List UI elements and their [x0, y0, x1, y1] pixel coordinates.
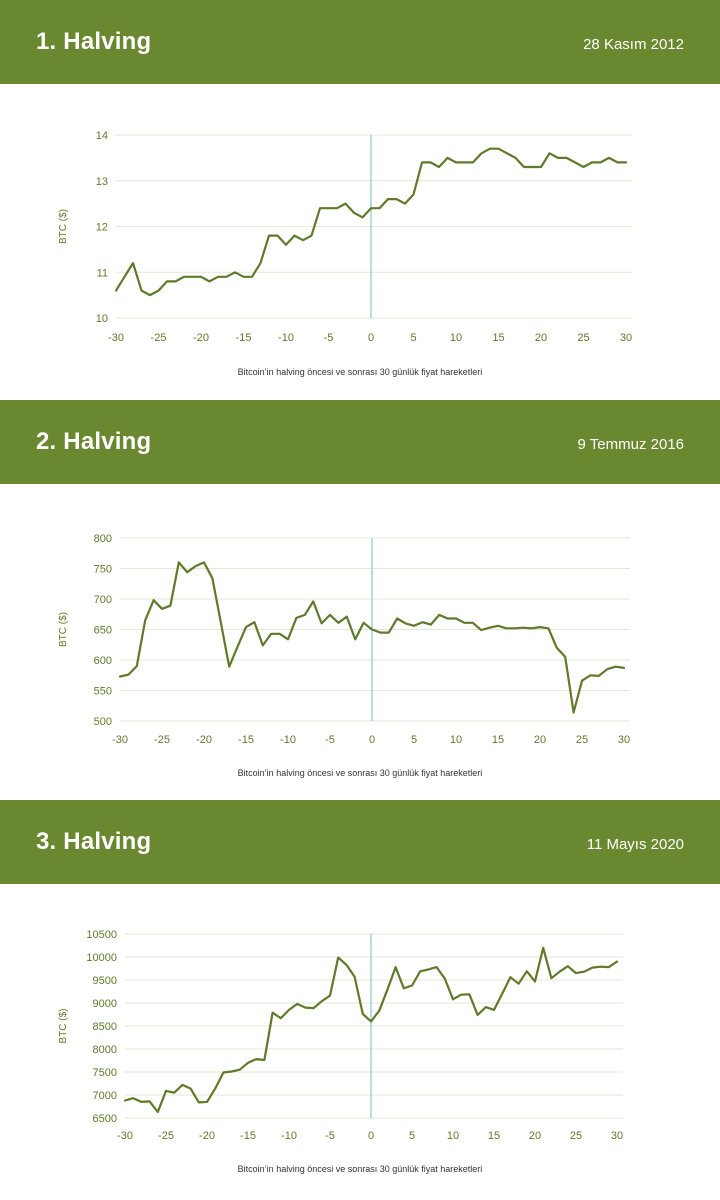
x-tick-label-3-11: 25	[570, 1130, 582, 1142]
x-tick-label-3-2: -20	[199, 1130, 215, 1142]
section-date-2: 9 Temmuz 2016	[577, 436, 684, 453]
x-tick-label-3-7: 5	[409, 1130, 415, 1142]
x-tick-label-1-1: -25	[151, 332, 167, 344]
y-tick-label-1-4: 14	[96, 130, 108, 142]
x-tick-label-3-5: -5	[325, 1130, 335, 1142]
y-tick-label-1-2: 12	[96, 222, 108, 234]
y-tick-label-2-0: 500	[94, 716, 112, 728]
y-tick-label-3-4: 8500	[93, 1021, 117, 1033]
chart-caption-2: Bitcoin’in halving öncesi ve sonrası 30 …	[238, 768, 483, 778]
y-tick-label-2-5: 750	[94, 564, 112, 576]
section-date-1: 28 Kasım 2012	[583, 36, 684, 53]
x-tick-label-3-6: 0	[368, 1130, 374, 1142]
price-series-line-3	[123, 946, 619, 1114]
y-tick-label-3-2: 7500	[93, 1067, 117, 1079]
price-chart-3: Bitcoin’in halving öncesi ve sonrası 30 …	[58, 929, 623, 1174]
x-tick-label-1-0: -30	[108, 332, 124, 344]
x-tick-label-1-7: 5	[410, 332, 416, 344]
price-chart-1: Bitcoin’in halving öncesi ve sonrası 30 …	[58, 130, 632, 377]
x-tick-label-1-5: -5	[324, 332, 334, 344]
x-tick-label-1-4: -10	[278, 332, 294, 344]
x-tick-label-1-3: -15	[236, 332, 252, 344]
x-tick-label-2-8: 10	[450, 734, 462, 746]
x-tick-label-2-12: 30	[618, 734, 630, 746]
x-tick-label-1-10: 20	[535, 332, 547, 344]
x-tick-label-2-4: -10	[280, 734, 296, 746]
y-tick-label-1-0: 10	[96, 313, 108, 325]
y-tick-label-2-4: 700	[94, 594, 112, 606]
y-tick-label-3-5: 9000	[93, 998, 117, 1010]
x-tick-label-3-3: -15	[240, 1130, 256, 1142]
y-axis-label-1: BTC ($)	[58, 209, 69, 244]
section-header-2: 2. Halving 9 Temmuz 2016	[0, 400, 720, 484]
y-tick-label-3-3: 8000	[93, 1044, 117, 1056]
x-tick-label-3-8: 10	[447, 1130, 459, 1142]
price-series-line-1	[114, 147, 628, 297]
y-tick-label-2-1: 550	[94, 686, 112, 698]
x-tick-label-1-6: 0	[368, 332, 374, 344]
x-tick-label-2-7: 5	[411, 734, 417, 746]
x-tick-label-1-12: 30	[620, 332, 632, 344]
x-tick-label-2-10: 20	[534, 734, 546, 746]
x-tick-label-3-10: 20	[529, 1130, 541, 1142]
y-axis-label-2: BTC ($)	[58, 612, 69, 647]
y-tick-label-1-1: 11	[97, 267, 108, 279]
x-tick-label-2-1: -25	[154, 734, 170, 746]
halving-section-2: 2. Halving 9 Temmuz 2016 Bitcoin’in halv…	[0, 400, 720, 800]
x-tick-label-2-5: -5	[325, 734, 335, 746]
x-tick-label-2-11: 25	[576, 734, 588, 746]
y-tick-label-3-7: 10000	[86, 952, 117, 964]
y-tick-label-3-0: 6500	[93, 1113, 117, 1125]
halving-section-1: 1. Halving 28 Kasım 2012 Bitcoin’in halv…	[0, 0, 720, 400]
y-tick-label-3-6: 9500	[93, 975, 117, 987]
chart-caption-1: Bitcoin’in halving öncesi ve sonrası 30 …	[238, 367, 483, 377]
x-tick-label-3-12: 30	[611, 1130, 623, 1142]
price-series-line-2	[118, 561, 626, 714]
y-tick-label-2-6: 800	[94, 533, 112, 545]
x-tick-label-1-9: 15	[492, 332, 504, 344]
section-header-3: 3. Halving 11 Mayıs 2020	[0, 800, 720, 884]
price-chart-2: Bitcoin’in halving öncesi ve sonrası 30 …	[58, 533, 630, 778]
y-tick-label-2-3: 650	[94, 625, 112, 637]
y-tick-label-3-1: 7000	[93, 1090, 117, 1102]
chart-caption-3: Bitcoin’in halving öncesi ve sonrası 30 …	[238, 1164, 483, 1174]
x-tick-label-3-4: -10	[281, 1130, 297, 1142]
halving-section-3: 3. Halving 11 Mayıs 2020 Bitcoin’in halv…	[0, 800, 720, 1200]
x-tick-label-2-6: 0	[369, 734, 375, 746]
y-tick-label-2-2: 600	[94, 655, 112, 667]
x-tick-label-2-9: 15	[492, 734, 504, 746]
y-axis-label-3: BTC ($)	[58, 1009, 69, 1044]
x-tick-label-1-11: 25	[577, 332, 589, 344]
section-title-1: 1. Halving	[36, 28, 152, 55]
x-tick-label-2-0: -30	[112, 734, 128, 746]
x-tick-label-1-2: -20	[193, 332, 209, 344]
section-date-3: 11 Mayıs 2020	[586, 836, 684, 853]
x-tick-label-2-2: -20	[196, 734, 212, 746]
section-header-1: 1. Halving 28 Kasım 2012	[0, 0, 720, 84]
x-tick-label-2-3: -15	[238, 734, 254, 746]
x-tick-label-3-9: 15	[488, 1130, 500, 1142]
section-title-3: 3. Halving	[36, 828, 152, 855]
x-tick-label-1-8: 10	[450, 332, 462, 344]
y-tick-label-3-8: 10500	[86, 929, 117, 941]
section-title-2: 2. Halving	[36, 428, 152, 455]
y-tick-label-1-3: 13	[96, 176, 108, 188]
x-tick-label-3-1: -25	[158, 1130, 174, 1142]
x-tick-label-3-0: -30	[117, 1130, 133, 1142]
